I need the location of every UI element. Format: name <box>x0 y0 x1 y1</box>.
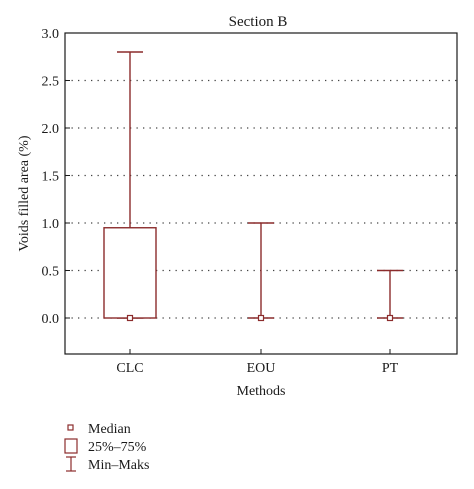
x-axis: CLC EOU PT <box>116 349 399 376</box>
x-axis-label: Methods <box>237 384 286 399</box>
x-tick-label: EOU <box>247 361 276 376</box>
iqr-box <box>103 227 157 319</box>
median-marker <box>126 314 134 322</box>
chart-title: Section B <box>229 14 288 30</box>
median-marker <box>386 314 394 322</box>
y-tick-label: 2.0 <box>42 122 60 137</box>
y-axis: 0.0 0.5 1.0 1.5 2.0 2.5 3.0 <box>42 27 70 327</box>
x-tick-label: CLC <box>116 361 143 376</box>
y-tick-label: 1.0 <box>42 217 60 232</box>
legend-label: Min–Maks <box>88 458 149 473</box>
x-tick-label: PT <box>382 361 399 376</box>
legend-label: Median <box>88 422 131 437</box>
y-tick-label: 0.5 <box>42 265 60 280</box>
legend-label: 25%–75% <box>88 440 147 455</box>
boxes <box>103 51 403 322</box>
y-tick-label: 0.0 <box>42 312 60 327</box>
y-tick-label: 3.0 <box>42 27 60 42</box>
legend-box-symbol <box>64 438 78 454</box>
median-marker <box>257 314 265 322</box>
y-tick-label: 1.5 <box>42 170 60 185</box>
y-tick-label: 2.5 <box>42 75 60 90</box>
legend: Median 25%–75% Min–Maks <box>64 422 149 473</box>
y-axis-label: Voids filled area (%) <box>17 135 32 251</box>
legend-median-symbol <box>67 424 74 431</box>
